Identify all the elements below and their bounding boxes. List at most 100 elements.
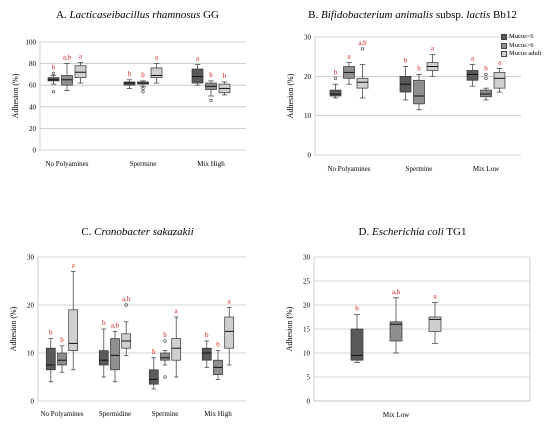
panel-d: D. Escherichia coli TG1 0 5 10 15 20 25 30 Adhe… <box>275 212 550 424</box>
box-iqr <box>224 316 235 349</box>
box-iqr <box>150 67 163 78</box>
significance-label: a <box>347 53 351 61</box>
x-group-label: Spermidine <box>99 410 131 418</box>
box-plot: a <box>224 297 235 366</box>
outlier-point <box>209 98 213 102</box>
x-group-label: No Polyamines <box>41 410 84 418</box>
box-iqr <box>493 72 506 89</box>
panel-c-title: C. Cronobacter sakazakii <box>81 226 194 238</box>
box-plot: b <box>399 57 412 101</box>
legend-item-high: Mucus>6 <box>501 42 541 51</box>
box-iqr <box>57 352 67 366</box>
box-plot: b <box>205 71 217 102</box>
legend-label-low: Mucus<6 <box>509 33 534 40</box>
x-group-label: Mix High <box>197 160 225 168</box>
panel-b-title: B. Bifidobacterium animalis subsp. lacti… <box>308 9 517 21</box>
panel-a-title: A. Lacticaseibacillus rhamnosus GG <box>56 9 219 21</box>
box-plot: b <box>123 70 136 89</box>
x-group-label: Spermine <box>406 165 433 173</box>
box-iqr <box>480 89 492 98</box>
legend-item-low: Mucus<6 <box>501 33 541 42</box>
y-tick-label: 100 <box>26 39 37 47</box>
significance-label: b <box>205 331 209 339</box>
y-tick-label: 25 <box>303 278 311 286</box>
box-plot: a <box>150 54 163 84</box>
box-iqr <box>329 89 342 97</box>
panel-c-chart: 0 10 20 30 Adhesion (%) No Polyamines Spermidi… <box>9 254 246 418</box>
significance-label: b <box>152 348 156 356</box>
outlier-point <box>51 71 56 75</box>
box-iqr <box>171 338 182 361</box>
significance-label: a,b <box>358 39 367 47</box>
outlier-point <box>51 90 56 94</box>
box-iqr <box>74 65 87 78</box>
x-group-label: No Polyamines <box>328 165 371 173</box>
legend-swatch-low <box>501 34 507 41</box>
box-iqr <box>160 352 170 361</box>
box-plot: a <box>466 55 479 87</box>
significance-label: b <box>334 68 338 76</box>
box-plot: a <box>74 53 87 84</box>
y-tick-label: 20 <box>304 73 312 81</box>
box-iqr <box>98 350 109 366</box>
box-iqr <box>201 347 212 361</box>
panel-b-chart: 0 10 20 30 Adhesion (%) No Polyamines Spermine… <box>286 34 521 173</box>
box-plot: a <box>493 58 506 93</box>
y-tick-label: 20 <box>29 125 37 133</box>
box-plot: b <box>148 348 159 390</box>
y-tick-label: 15 <box>303 326 311 334</box>
outlier-point <box>141 86 145 91</box>
y-tick-label: 30 <box>27 254 35 262</box>
box-plot: b <box>413 64 425 111</box>
box-plot: a,b <box>121 295 132 356</box>
box-plot: b <box>45 329 56 383</box>
box-iqr <box>123 81 136 86</box>
y-tick-label: 20 <box>303 302 311 310</box>
x-group-label: Spermine <box>130 160 157 168</box>
significance-label: a,b <box>111 321 120 329</box>
significance-label: a,b <box>63 54 72 62</box>
box-plot: b <box>137 71 149 94</box>
significance-label: a <box>196 55 200 63</box>
significance-label: b <box>404 57 408 65</box>
significance-label: a <box>228 297 232 305</box>
y-tick-label: 30 <box>304 34 312 42</box>
y-tick-label: 30 <box>303 254 311 262</box>
box-iqr <box>428 316 442 332</box>
box-plot: a <box>343 53 355 85</box>
y-tick-label: 0 <box>33 147 37 155</box>
significance-label: b <box>223 72 227 80</box>
outlier-point <box>124 303 128 307</box>
y-tick-label: 10 <box>303 350 311 358</box>
x-group-label: Spermine <box>152 410 179 418</box>
legend-label-high: Mucus>6 <box>509 41 534 49</box>
box-iqr <box>110 338 120 371</box>
box-plot: b <box>160 331 170 379</box>
legend-swatch-high <box>501 42 507 49</box>
outlier-point <box>484 76 488 80</box>
box-iqr <box>413 79 425 105</box>
box-plot: a <box>426 45 439 77</box>
x-group-label: No Polyamines <box>46 160 89 168</box>
significance-label: b <box>163 331 167 339</box>
legend-label-adult: Mucus adult <box>509 50 542 57</box>
significance-label: a <box>433 293 437 301</box>
outlier-point <box>484 72 488 76</box>
y-tick-label: 40 <box>29 103 37 111</box>
significance-label: a <box>471 55 475 63</box>
panel-a-chart: 0 20 40 60 80 100 Adhesion (%) No Polyamines Spe… <box>11 39 246 168</box>
significance-label: a <box>155 54 159 62</box>
significance-label: b <box>216 341 220 349</box>
box-iqr <box>45 347 56 371</box>
significance-label: b <box>417 64 421 72</box>
significance-label: a <box>431 45 435 53</box>
box-plot: a,b <box>356 39 369 99</box>
box-plot: b <box>213 341 223 380</box>
outlier-point <box>163 339 167 343</box>
box-plot: b <box>480 64 492 101</box>
box-plot: b <box>98 319 109 378</box>
legend-swatch-adult <box>501 51 507 58</box>
y-tick-label: 0 <box>308 152 312 160</box>
x-group-label: Mix Low <box>383 411 410 419</box>
significance-label: b <box>209 71 213 79</box>
